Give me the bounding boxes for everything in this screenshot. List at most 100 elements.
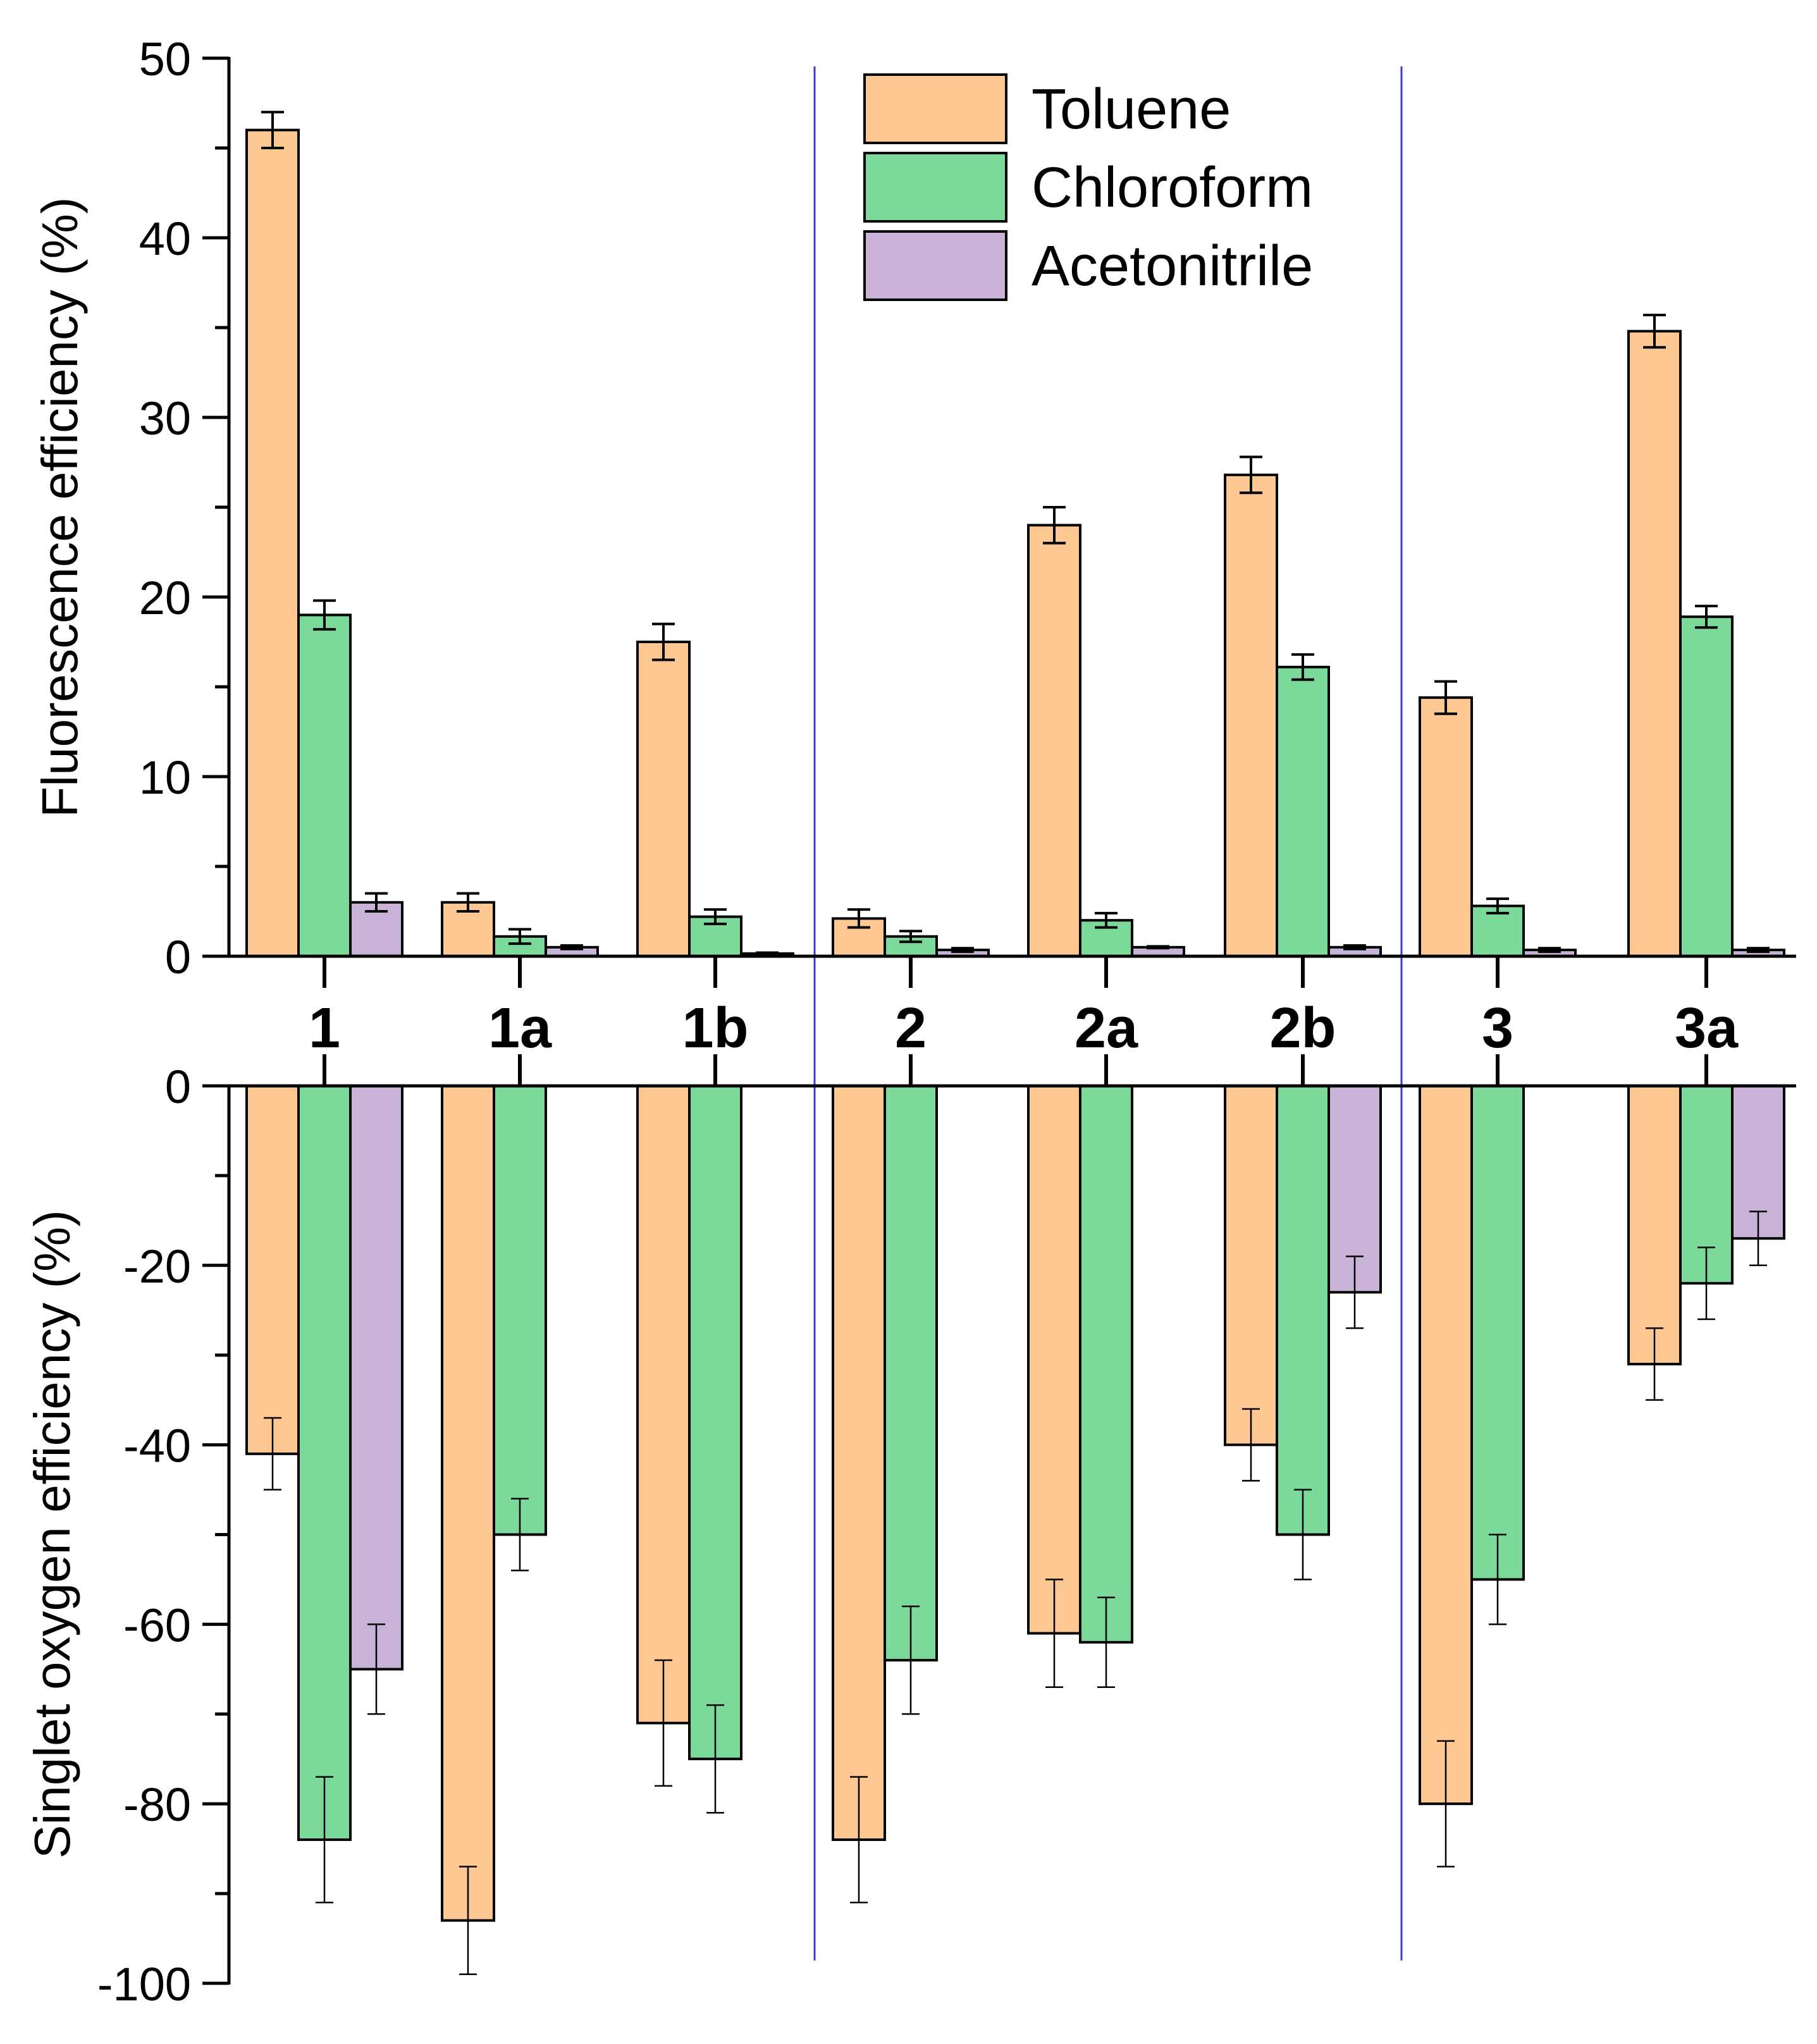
top-bar-3-toluene: [1419, 696, 1473, 958]
bottom-bar-1-acetonitrile: [349, 1085, 403, 1671]
legend-label-toluene: Toluene: [1032, 78, 1231, 141]
bottom-y-tick-label: -20: [123, 1240, 191, 1293]
top-error-bar-2-acetonitrile: [951, 947, 974, 953]
top-y-tick-label: 20: [139, 572, 191, 624]
bottom-error-bar-3-toluene: [1437, 1740, 1455, 1868]
top-y-tick-label: 0: [165, 931, 191, 983]
top-y-axis-title: Fluorescence efficiency (%): [32, 197, 88, 817]
bottom-bar-1b-chloroform: [688, 1085, 742, 1761]
bottom-y-axis-title: Singlet oxygen efficiency (%): [24, 1210, 80, 1859]
bottom-error-bar-1-chloroform: [316, 1776, 333, 1904]
bottom-error-bar-1a-chloroform: [511, 1498, 529, 1572]
top-error-bar-2a-chloroform: [1095, 911, 1118, 929]
top-error-bar-2-toluene: [847, 908, 870, 929]
category-label-1: 1: [309, 997, 340, 1060]
bottom-bar-1b-toluene: [636, 1085, 691, 1725]
category-label-3: 3: [1482, 997, 1513, 1060]
bottom-bar-2-chloroform: [884, 1085, 938, 1662]
bottom-bar-3a-toluene: [1627, 1085, 1682, 1365]
top-error-bar-3a-chloroform: [1695, 605, 1718, 629]
category-label-1b: 1b: [682, 997, 748, 1060]
top-bar-1-chloroform: [297, 613, 352, 957]
bottom-bar-3-chloroform: [1470, 1085, 1525, 1581]
top-error-bar-1-chloroform: [313, 599, 336, 631]
legend-swatch-acetonitrile: [863, 230, 1007, 301]
top-bar-1-toluene: [245, 128, 300, 958]
top-bar-2b-chloroform: [1276, 665, 1330, 957]
top-bar-1b-toluene: [636, 641, 691, 957]
bottom-bar-1-toluene: [245, 1085, 300, 1455]
legend-swatch-toluene: [863, 73, 1007, 144]
bottom-bar-3-toluene: [1419, 1085, 1473, 1806]
legend-label-chloroform: Chloroform: [1032, 156, 1313, 219]
top-error-bar-2b-toluene: [1240, 455, 1262, 495]
bottom-error-bar-1-toluene: [264, 1417, 281, 1491]
bottom-error-bar-3a-acetonitrile: [1749, 1210, 1767, 1267]
top-error-bar-1-toluene: [261, 111, 284, 149]
category-label-2a: 2a: [1075, 997, 1138, 1060]
top-error-bar-3a-acetonitrile: [1747, 947, 1770, 953]
bottom-y-tick-label: 0: [165, 1061, 191, 1113]
top-error-bar-3-chloroform: [1486, 897, 1509, 914]
bottom-error-bar-3a-chloroform: [1697, 1247, 1715, 1321]
bottom-bar-1a-chloroform: [493, 1085, 547, 1536]
bottom-y-tick-label: -100: [97, 1958, 191, 2010]
top-bar-3a-chloroform: [1679, 615, 1734, 957]
top-error-bar-1b-chloroform: [704, 908, 727, 925]
legend-label-acetonitrile: Acetonitrile: [1032, 235, 1313, 298]
bottom-bar-2a-chloroform: [1079, 1085, 1133, 1644]
top-error-bar-2b-acetonitrile: [1343, 944, 1366, 951]
top-error-bar-2a-toluene: [1043, 506, 1066, 545]
category-label-2b: 2b: [1269, 997, 1336, 1060]
bottom-bar-2b-toluene: [1224, 1085, 1278, 1446]
top-bar-2b-toluene: [1224, 473, 1278, 957]
bottom-error-bar-1a-toluene: [459, 1866, 477, 1976]
bottom-error-bar-2b-toluene: [1242, 1408, 1260, 1482]
legend-item-toluene: Toluene: [863, 73, 1231, 144]
bottom-error-bar-3a-toluene: [1646, 1327, 1663, 1401]
bottom-error-bar-2-toluene: [850, 1776, 868, 1904]
category-label-3a: 3a: [1675, 997, 1739, 1060]
top-error-bar-2-chloroform: [899, 930, 922, 944]
bottom-bar-2-toluene: [832, 1085, 886, 1841]
category-label-1a: 1a: [488, 997, 552, 1060]
top-error-bar-1b-toluene: [652, 622, 675, 662]
top-y-tick-label: 10: [139, 751, 191, 804]
bottom-error-bar-3-chloroform: [1489, 1534, 1506, 1625]
top-error-bar-1b-acetonitrile: [756, 951, 779, 956]
top-y-tick-label: 30: [139, 392, 191, 445]
bottom-bar-1a-toluene: [441, 1085, 495, 1922]
top-error-bar-2a-acetonitrile: [1147, 945, 1169, 950]
bottom-bar-1-chloroform: [297, 1085, 352, 1841]
top-error-bar-1a-acetonitrile: [560, 944, 583, 951]
legend-swatch-chloroform: [863, 152, 1007, 223]
top-error-bar-3a-toluene: [1643, 314, 1666, 349]
bottom-error-bar-2b-chloroform: [1294, 1489, 1312, 1580]
top-error-bar-3-toluene: [1434, 680, 1457, 715]
bottom-error-bar-2b-acetonitrile: [1346, 1255, 1364, 1329]
top-error-bar-1a-chloroform: [508, 928, 531, 945]
bottom-bar-2a-toluene: [1027, 1085, 1081, 1635]
bottom-y-tick-label: -60: [123, 1599, 191, 1651]
top-error-bar-3-acetonitrile: [1538, 947, 1561, 953]
bottom-error-bar-1b-toluene: [655, 1659, 672, 1787]
bottom-y-tick-label: -80: [123, 1778, 191, 1831]
bottom-bar-2b-chloroform: [1276, 1085, 1330, 1536]
bottom-error-bar-2a-chloroform: [1097, 1596, 1115, 1688]
top-y-tick-label: 40: [139, 212, 191, 265]
category-label-2: 2: [895, 997, 927, 1060]
bottom-error-bar-1b-chloroform: [706, 1704, 724, 1814]
top-error-bar-1a-toluene: [457, 892, 479, 913]
legend-item-acetonitrile: Acetonitrile: [863, 230, 1313, 301]
bottom-error-bar-2-chloroform: [902, 1605, 920, 1715]
bottom-error-bar-2a-toluene: [1045, 1579, 1063, 1688]
top-error-bar-2b-chloroform: [1291, 653, 1314, 681]
legend-item-chloroform: Chloroform: [863, 152, 1313, 223]
bottom-error-bar-1-acetonitrile: [367, 1623, 385, 1715]
top-error-bar-1-acetonitrile: [365, 892, 388, 913]
top-bar-2a-toluene: [1027, 524, 1081, 957]
bottom-y-tick-label: -40: [123, 1420, 191, 1472]
top-y-tick-label: 50: [139, 33, 191, 85]
